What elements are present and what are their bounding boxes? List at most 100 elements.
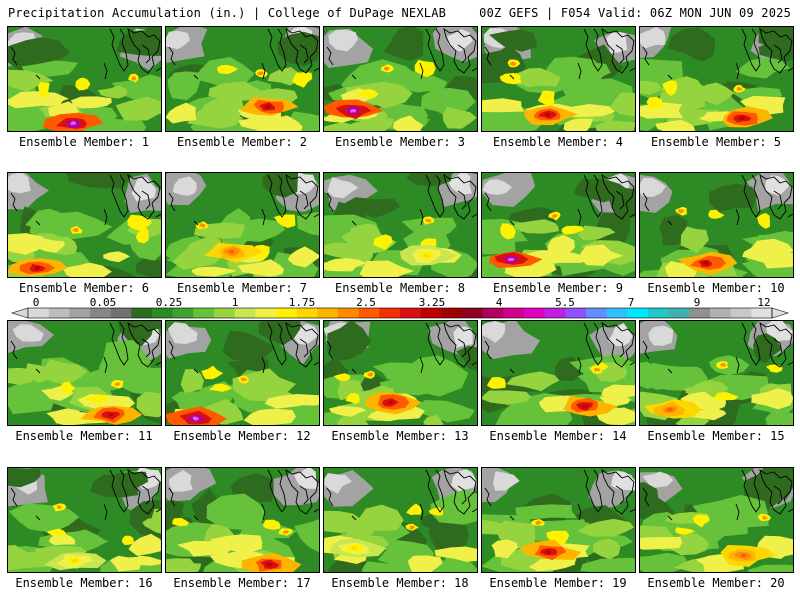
ensemble-member-panel [323,320,478,426]
colorbar-swatch [379,308,401,318]
colorbar-swatch [441,308,463,318]
ensemble-member-panel [481,467,636,573]
colorbar-tick-label: 0.05 [89,296,117,309]
ensemble-member-panel [639,172,794,278]
colorbar-swatch [503,308,525,318]
great-lakes-outline [326,27,477,80]
great-lakes-outline [168,173,319,226]
ensemble-member-label: Ensemble Member: 2 [176,135,308,149]
great-lakes-outline [10,173,161,226]
precipitation-map [166,27,319,131]
colorbar-swatch [544,308,566,318]
ensemble-member-label: Ensemble Member: 1 [18,135,150,149]
colorbar-swatch [276,308,298,318]
colorbar-swatch [48,308,70,318]
colorbar-swatch [296,308,318,318]
colorbar-swatch [317,308,339,318]
colorbar-swatch [606,308,628,318]
great-lakes-outline [484,27,635,80]
precipitation-map [324,27,477,131]
colorbar-swatch [668,308,690,318]
great-lakes-outline [326,468,477,521]
ensemble-member-panel [639,467,794,573]
colorbar-swatch [730,308,752,318]
ensemble-member-label: Ensemble Member: 13 [331,429,469,443]
colorbar-max-arrow [771,307,790,319]
colorbar-swatch [358,308,380,318]
ensemble-member-label: Ensemble Member: 8 [334,281,466,295]
great-lakes-outline [326,173,477,226]
ensemble-member-panel [7,467,162,573]
precipitation-map [640,468,793,572]
ensemble-member-panel [165,172,320,278]
colorbar-swatch [482,308,504,318]
ensemble-member-panel [481,172,636,278]
colorbar-swatch [710,308,732,318]
colorbar-tick-label: 1.75 [288,296,316,309]
great-lakes-outline [326,321,477,374]
ensemble-member-panel [165,467,320,573]
colorbar-tick-label: 9 [693,296,701,309]
colorbar-tick-label: 5.5 [555,296,575,309]
colorbar-tick-label: 1 [231,296,239,309]
colorbar-swatch [90,308,112,318]
precipitation-map [640,321,793,425]
colorbar-tick-label: 4 [495,296,503,309]
colorbar-tick-label: 12 [757,296,771,309]
precipitation-map [166,173,319,277]
great-lakes-outline [484,173,635,226]
ensemble-member-label: Ensemble Member: 15 [647,429,785,443]
colorbar-swatch [565,308,587,318]
colorbar-swatch [28,308,50,318]
great-lakes-outline [168,27,319,80]
colorbar-tick-label: 0.25 [155,296,183,309]
colorbar-swatch [172,308,194,318]
ensemble-member-label: Ensemble Member: 4 [492,135,624,149]
precipitation-map [482,173,635,277]
ensemble-member-label: Ensemble Member: 14 [489,429,627,443]
colorbar-swatch [338,308,360,318]
ensemble-member-panel [639,320,794,426]
ensemble-member-panel [323,26,478,132]
precipitation-map [640,173,793,277]
ensemble-member-panel [7,172,162,278]
ensemble-member-panel [165,26,320,132]
ensemble-member-label: Ensemble Member: 19 [489,576,627,590]
great-lakes-outline [10,321,161,374]
great-lakes-outline [642,27,793,80]
colorbar-swatch [420,308,442,318]
ensemble-member-panel [323,467,478,573]
colorbar-frame [27,307,773,319]
ensemble-member-panel [7,320,162,426]
colorbar-swatch [524,308,546,318]
great-lakes-outline [642,173,793,226]
model-run-valid-time: 00Z GEFS | F054 Valid: 06Z MON JUN 09 20… [479,6,791,20]
colorbar-swatch [462,308,484,318]
colorbar-swatch [152,308,174,318]
colorbar-swatch [400,308,422,318]
ensemble-member-panel [323,172,478,278]
colorbar-swatch [131,308,153,318]
great-lakes-outline [168,321,319,374]
colorbar-swatch [586,308,608,318]
ensemble-member-panel [481,26,636,132]
colorbar-tick-label: 0 [32,296,40,309]
colorbar-swatch [234,308,256,318]
ensemble-member-panel [481,320,636,426]
precipitation-colorbar [10,307,790,319]
colorbar-swatch [648,308,670,318]
precipitation-map [324,468,477,572]
precipitation-map [482,27,635,131]
great-lakes-outline [484,321,635,374]
ensemble-member-panel [639,26,794,132]
ensemble-member-label: Ensemble Member: 20 [647,576,785,590]
great-lakes-outline [642,468,793,521]
colorbar-swatch [751,308,773,318]
precipitation-map [8,321,161,425]
ensemble-member-label: Ensemble Member: 10 [647,281,785,295]
precipitation-map [640,27,793,131]
precipitation-map [166,468,319,572]
colorbar-min-arrow [10,307,29,319]
precipitation-map [324,173,477,277]
ensemble-member-panel [7,26,162,132]
